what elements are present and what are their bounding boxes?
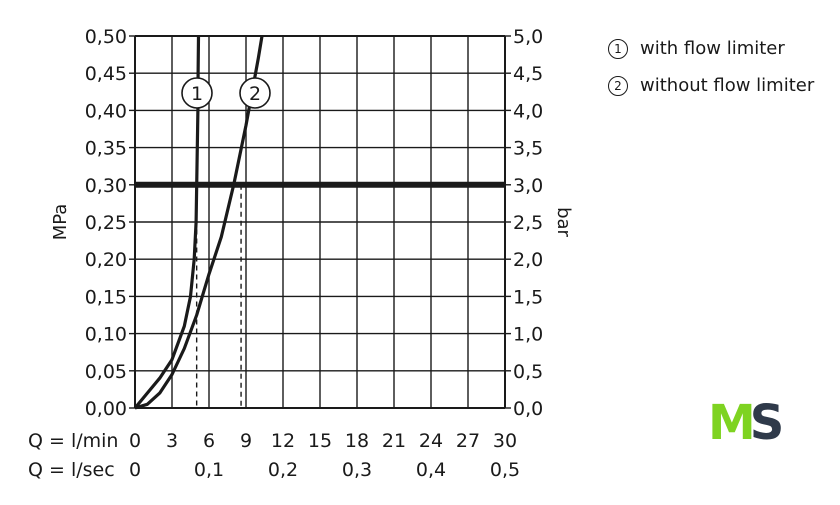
y-axis-title-left: MPa bbox=[50, 204, 71, 241]
x-tick-label-lsec: 0,5 bbox=[490, 459, 520, 481]
right-tick-label: 4,0 bbox=[513, 100, 543, 122]
x-tick-label-lmin: 30 bbox=[493, 430, 517, 452]
x-tick-label-lmin: 15 bbox=[308, 430, 332, 452]
x-tick-label-lmin: 6 bbox=[203, 430, 215, 452]
x-tick-label-lmin: 0 bbox=[129, 430, 141, 452]
x-tick-label-lsec: 0,3 bbox=[342, 459, 372, 481]
right-tick-label: 5,0 bbox=[513, 26, 543, 48]
right-tick-label: 0,0 bbox=[513, 398, 543, 420]
x-tick-label-lmin: 9 bbox=[240, 430, 252, 452]
curve-marker-label-2: 2 bbox=[249, 83, 261, 105]
left-tick-label: 0,50 bbox=[85, 26, 127, 48]
left-tick-label: 0,00 bbox=[85, 398, 127, 420]
left-tick-label: 0,30 bbox=[85, 175, 127, 197]
right-tick-label: 3,0 bbox=[513, 175, 543, 197]
legend: 1 with flow limiter 2 without flow limit… bbox=[608, 30, 814, 104]
right-tick-label: 2,5 bbox=[513, 212, 543, 234]
left-tick-label: 0,35 bbox=[85, 138, 127, 160]
x-tick-label-lmin: 24 bbox=[419, 430, 443, 452]
right-tick-label: 3,5 bbox=[513, 138, 543, 160]
left-tick-label: 0,25 bbox=[85, 212, 127, 234]
x-axis-title-lsec: Q = l/sec bbox=[28, 459, 115, 481]
left-tick-label: 0,05 bbox=[85, 361, 127, 383]
x-axis-title-lmin: Q = l/min bbox=[28, 430, 118, 452]
x-tick-label-lsec: 0,2 bbox=[268, 459, 298, 481]
legend-item-without-limiter: 2 without flow limiter bbox=[608, 67, 814, 104]
curve-2 bbox=[134, 35, 264, 410]
legend-label-2: without flow limiter bbox=[640, 75, 815, 96]
left-tick-label: 0,15 bbox=[85, 286, 127, 308]
x-tick-label-lmin: 12 bbox=[271, 430, 295, 452]
x-tick-label-lmin: 27 bbox=[456, 430, 480, 452]
curve-marker-label-1: 1 bbox=[191, 83, 203, 105]
left-tick-label: 0,40 bbox=[85, 100, 127, 122]
svg-text:MS: MS bbox=[708, 397, 782, 445]
right-tick-label: 4,5 bbox=[513, 63, 543, 85]
right-tick-label: 1,5 bbox=[513, 286, 543, 308]
right-tick-label: 0,5 bbox=[513, 361, 543, 383]
legend-label-1: with flow limiter bbox=[640, 38, 785, 59]
legend-number-2: 2 bbox=[608, 75, 628, 96]
x-tick-label-lmin: 3 bbox=[166, 430, 178, 452]
right-tick-label: 2,0 bbox=[513, 249, 543, 271]
legend-item-with-limiter: 1 with flow limiter bbox=[608, 30, 814, 67]
tick-labels: 0,00 0,00,05 0,50,10 1,00,15 1,50,20 2,00,25 2… bbox=[85, 26, 544, 481]
right-tick-label: 1,0 bbox=[513, 324, 543, 346]
x-tick-label-lsec: 0,1 bbox=[194, 459, 224, 481]
x-tick-label-lsec: 0 bbox=[129, 459, 141, 481]
left-tick-label: 0,45 bbox=[85, 63, 127, 85]
x-tick-label-lsec: 0,4 bbox=[416, 459, 446, 481]
left-tick-label: 0,20 bbox=[85, 249, 127, 271]
left-tick-label: 0,10 bbox=[85, 324, 127, 346]
x-tick-label-lmin: 18 bbox=[345, 430, 369, 452]
curve-marker-2 bbox=[239, 77, 271, 109]
x-tick-label-lmin: 21 bbox=[382, 430, 406, 452]
y-axis-title-right: bar bbox=[553, 207, 574, 237]
curve-marker-1 bbox=[181, 77, 213, 109]
ms-logo: MS bbox=[708, 397, 784, 445]
curve-1 bbox=[133, 35, 201, 410]
legend-number-1: 1 bbox=[608, 38, 628, 59]
